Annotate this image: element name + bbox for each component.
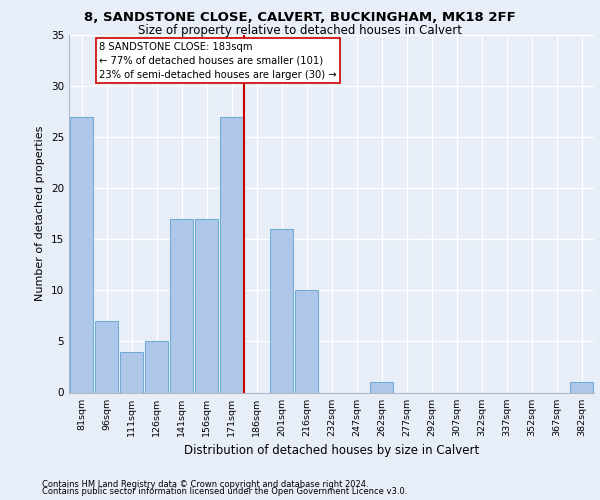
Bar xyxy=(269,229,293,392)
X-axis label: Distribution of detached houses by size in Calvert: Distribution of detached houses by size … xyxy=(184,444,479,457)
Text: Contains public sector information licensed under the Open Government Licence v3: Contains public sector information licen… xyxy=(42,488,407,496)
Bar xyxy=(70,116,94,392)
Bar xyxy=(95,321,118,392)
Text: Size of property relative to detached houses in Calvert: Size of property relative to detached ho… xyxy=(138,24,462,37)
Text: 8 SANDSTONE CLOSE: 183sqm
← 77% of detached houses are smaller (101)
23% of semi: 8 SANDSTONE CLOSE: 183sqm ← 77% of detac… xyxy=(99,42,337,80)
Bar xyxy=(569,382,593,392)
Text: Contains HM Land Registry data © Crown copyright and database right 2024.: Contains HM Land Registry data © Crown c… xyxy=(42,480,368,489)
Y-axis label: Number of detached properties: Number of detached properties xyxy=(35,126,46,302)
Bar xyxy=(370,382,394,392)
Bar xyxy=(220,116,244,392)
Bar xyxy=(194,219,218,392)
Text: 8, SANDSTONE CLOSE, CALVERT, BUCKINGHAM, MK18 2FF: 8, SANDSTONE CLOSE, CALVERT, BUCKINGHAM,… xyxy=(84,11,516,24)
Bar xyxy=(119,352,143,393)
Bar xyxy=(295,290,319,392)
Bar xyxy=(170,219,193,392)
Bar xyxy=(145,342,169,392)
